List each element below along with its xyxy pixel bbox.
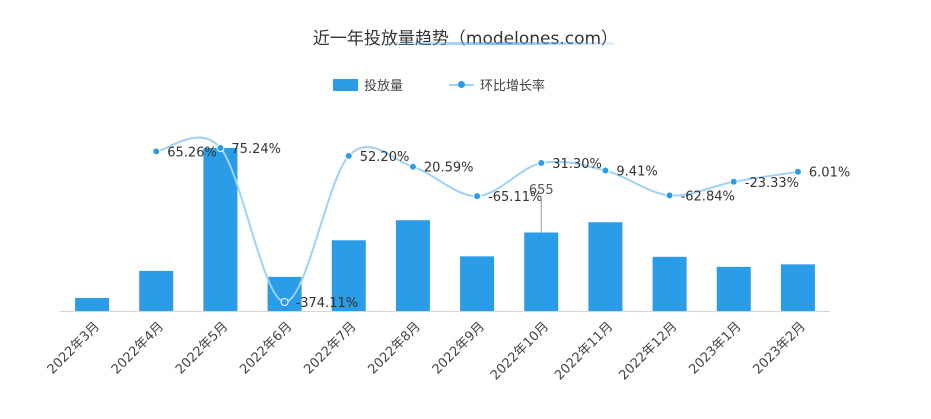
title-underline-decoration	[386, 42, 614, 45]
bar[interactable]	[652, 256, 687, 311]
x-tick-label: 2022年4月	[109, 319, 167, 377]
bar[interactable]	[75, 297, 110, 311]
legend: 投放量 环比增长率	[0, 75, 931, 94]
growth-rate-point	[473, 192, 482, 201]
legend-item-bar[interactable]: 投放量	[333, 75, 403, 94]
bar[interactable]	[331, 240, 366, 311]
legend-label-line: 环比增长率	[480, 79, 546, 94]
growth-rate-point	[537, 159, 546, 168]
growth-rate-point	[729, 177, 738, 186]
bar[interactable]	[460, 256, 495, 311]
growth-rate-label: -23.33%	[745, 176, 799, 191]
bar[interactable]	[395, 220, 430, 311]
x-tick-label: 2022年11月	[552, 319, 616, 383]
bar[interactable]	[524, 232, 559, 311]
growth-rate-point	[216, 144, 225, 152]
x-tick-label: 2023年2月	[751, 319, 809, 377]
x-tick-label: 2022年5月	[173, 319, 231, 377]
legend-label-bar: 投放量	[364, 79, 404, 94]
growth-rate-label: 31.30%	[552, 157, 602, 172]
bar[interactable]	[780, 264, 815, 311]
growth-rate-label: 65.26%	[167, 145, 217, 160]
x-tick-label: 2022年12月	[616, 319, 680, 383]
bar-value-label: 655	[529, 183, 554, 198]
legend-item-line[interactable]: 环比增长率	[449, 75, 545, 94]
x-tick-label: 2022年8月	[366, 319, 424, 377]
growth-rate-point	[344, 151, 353, 160]
growth-rate-point	[793, 167, 802, 176]
bar[interactable]	[203, 148, 238, 311]
x-tick-label: 2022年3月	[45, 319, 103, 377]
x-tick-label: 2022年7月	[301, 319, 359, 377]
growth-rate-point	[280, 298, 289, 306]
growth-rate-line	[156, 136, 799, 304]
bar[interactable]	[139, 270, 174, 311]
growth-rate-label: 6.01%	[809, 166, 850, 181]
legend-line-swatch	[449, 79, 474, 91]
growth-rate-point	[152, 147, 161, 156]
growth-rate-label: -62.84%	[681, 189, 735, 204]
x-tick-label: 2023年1月	[686, 319, 744, 377]
growth-rate-point	[408, 162, 417, 171]
growth-rate-label: 52.20%	[360, 150, 410, 165]
growth-rate-point	[665, 191, 674, 200]
legend-bar-swatch	[333, 78, 358, 91]
growth-rate-label: -65.11%	[488, 190, 542, 205]
growth-rate-label: 9.41%	[616, 165, 657, 180]
x-tick-label: 2022年9月	[430, 319, 488, 377]
growth-rate-label: 20.59%	[424, 161, 474, 176]
x-tick-label: 2022年10月	[488, 319, 552, 383]
growth-rate-label: -374.11%	[296, 296, 359, 311]
x-tick-label: 2022年6月	[237, 319, 295, 377]
growth-rate-label: 75.24%	[231, 142, 281, 157]
bar[interactable]	[716, 266, 751, 311]
growth-rate-point	[601, 166, 610, 175]
bar[interactable]	[588, 222, 623, 311]
